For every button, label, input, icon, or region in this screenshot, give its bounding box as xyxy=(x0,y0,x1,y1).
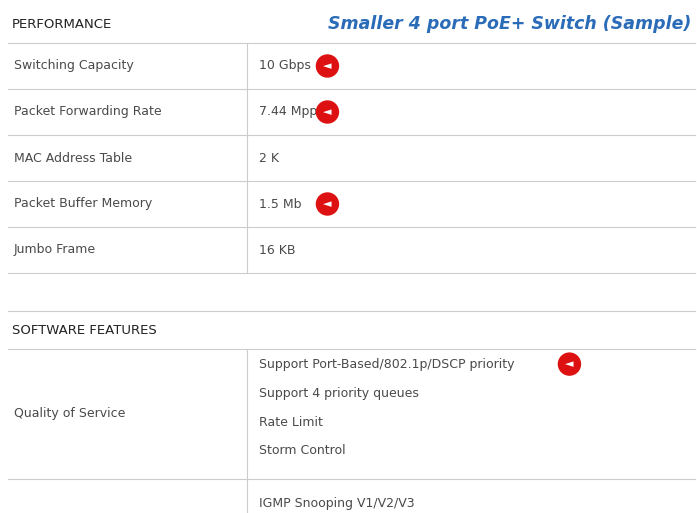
Text: Support Port-Based/802.1p/DSCP priority: Support Port-Based/802.1p/DSCP priority xyxy=(259,358,515,370)
Circle shape xyxy=(316,101,339,123)
Text: ◄: ◄ xyxy=(323,199,332,209)
Text: PERFORMANCE: PERFORMANCE xyxy=(12,17,112,30)
Text: Switching Capacity: Switching Capacity xyxy=(14,60,134,72)
Text: 2 K: 2 K xyxy=(259,151,279,165)
Text: 16 KB: 16 KB xyxy=(259,244,296,256)
Text: ◄: ◄ xyxy=(323,107,332,117)
Text: Rate Limit: Rate Limit xyxy=(259,416,323,428)
Circle shape xyxy=(558,353,581,375)
Text: 10 Gbps: 10 Gbps xyxy=(259,60,312,72)
Text: Packet Buffer Memory: Packet Buffer Memory xyxy=(14,198,152,210)
Text: Storm Control: Storm Control xyxy=(259,444,346,458)
Text: Packet Forwarding Rate: Packet Forwarding Rate xyxy=(14,106,162,119)
Text: ◄: ◄ xyxy=(565,359,574,369)
Text: Smaller 4 port PoE+ Switch (Sample): Smaller 4 port PoE+ Switch (Sample) xyxy=(328,15,691,33)
Text: 1.5 Mb: 1.5 Mb xyxy=(259,198,302,210)
Text: 7.44 Mpps: 7.44 Mpps xyxy=(259,106,324,119)
Text: Jumbo Frame: Jumbo Frame xyxy=(14,244,96,256)
Text: IGMP Snooping V1/V2/V3: IGMP Snooping V1/V2/V3 xyxy=(259,497,415,509)
Text: Quality of Service: Quality of Service xyxy=(14,407,125,421)
Text: ◄: ◄ xyxy=(323,61,332,71)
Circle shape xyxy=(316,193,339,215)
Text: MAC Address Table: MAC Address Table xyxy=(14,151,132,165)
Circle shape xyxy=(316,55,339,77)
Text: Support 4 priority queues: Support 4 priority queues xyxy=(259,387,420,400)
Text: SOFTWARE FEATURES: SOFTWARE FEATURES xyxy=(12,324,157,337)
